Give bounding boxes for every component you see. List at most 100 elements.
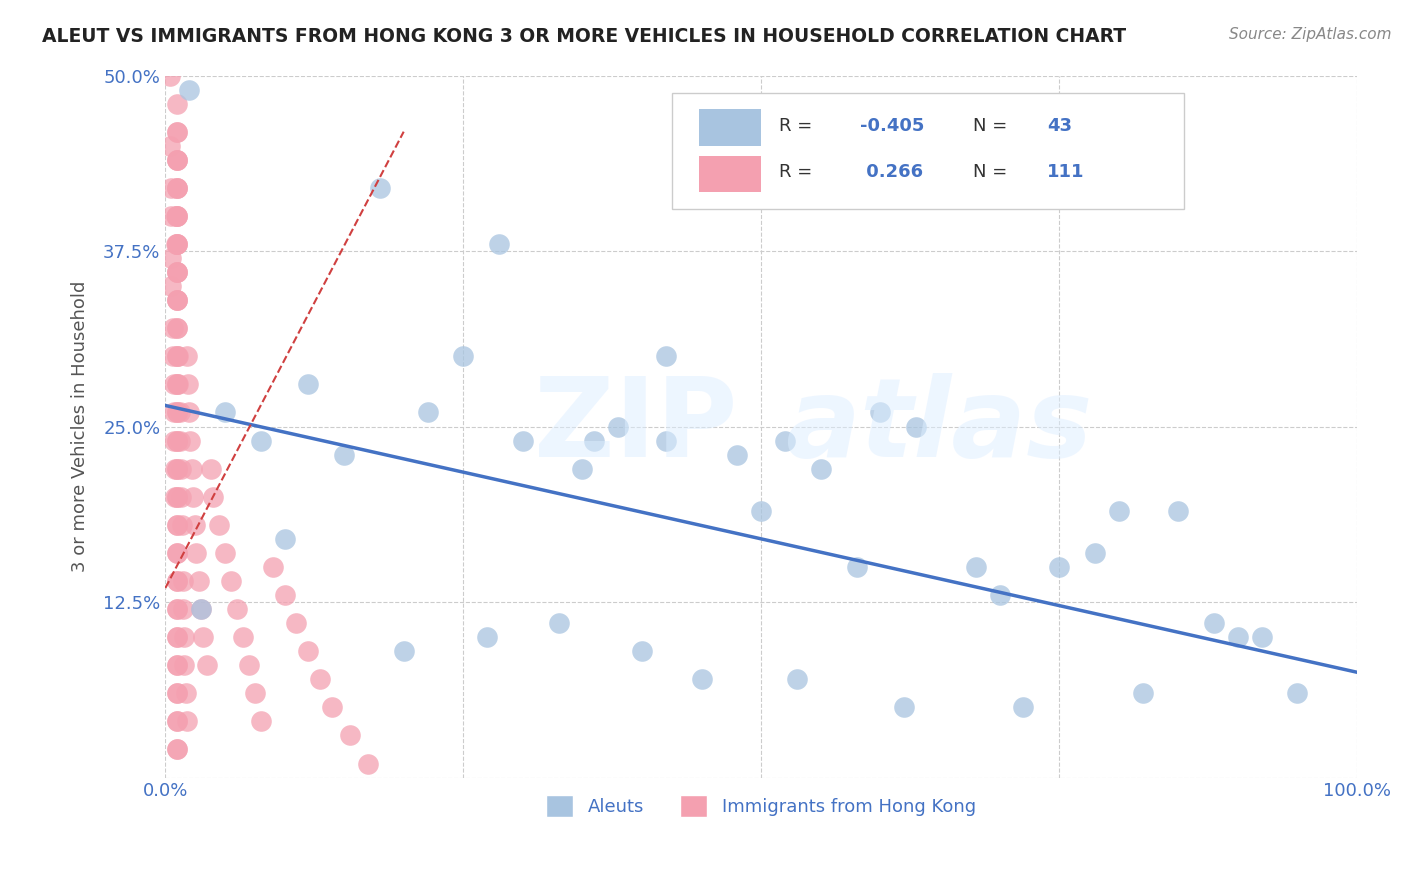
Point [179,82,201,96]
Point [166,153,188,167]
Point [208,517,231,532]
Point [193,630,215,644]
Point [166,125,188,139]
Point [273,532,295,546]
Point [166,293,188,308]
Point [166,714,188,729]
Point [166,237,188,252]
Point [869,405,891,419]
Point [243,686,266,700]
Point [1202,616,1225,631]
Text: N =: N = [973,163,1014,181]
Point [166,265,188,279]
Point [174,686,197,700]
Text: ALEUT VS IMMIGRANTS FROM HONG KONG 3 OR MORE VEHICLES IN HOUSEHOLD CORRELATION C: ALEUT VS IMMIGRANTS FROM HONG KONG 3 OR … [42,27,1126,45]
Point [166,209,188,223]
Point [655,349,678,363]
Point [285,616,308,631]
Point [160,209,183,223]
Point [166,517,188,532]
Text: 0.266: 0.266 [860,163,924,181]
Point [893,700,915,714]
Point [786,673,808,687]
Point [166,349,188,363]
Point [1286,686,1309,700]
Point [202,490,225,504]
Point [166,181,188,195]
Point [177,377,200,392]
Legend: Aleuts, Immigrants from Hong Kong: Aleuts, Immigrants from Hong Kong [538,789,983,825]
Point [333,448,356,462]
Point [166,602,188,616]
Text: ZIP: ZIP [534,373,737,480]
Point [163,377,186,392]
Point [179,434,201,448]
Point [166,153,188,167]
Point [166,630,188,644]
Point [166,209,188,223]
Point [905,419,928,434]
Point [166,405,188,419]
Point [166,209,188,223]
Point [1167,504,1189,518]
Point [392,644,415,658]
Point [368,181,391,195]
Point [1250,630,1272,644]
Point [475,630,498,644]
Point [166,265,188,279]
Point [166,181,188,195]
Point [451,349,474,363]
Point [173,658,195,673]
Point [166,686,188,700]
Point [169,405,191,419]
Y-axis label: 3 or more Vehicles in Household: 3 or more Vehicles in Household [72,281,89,573]
Point [166,181,188,195]
Text: 111: 111 [1047,163,1084,181]
Point [845,560,868,574]
Point [166,490,188,504]
Point [169,434,191,448]
Point [225,602,247,616]
Point [172,602,194,616]
Point [190,602,212,616]
Point [297,377,319,392]
Point [631,644,654,658]
Point [273,588,295,602]
Point [162,321,184,335]
Point [547,616,569,631]
Point [166,321,188,335]
Point [166,546,188,560]
Text: R =: R = [779,117,818,135]
Point [195,658,218,673]
Point [690,673,713,687]
Point [166,630,188,644]
Point [166,546,188,560]
Point [725,448,748,462]
Point [165,237,187,252]
Point [166,349,188,363]
Point [186,546,208,560]
Point [238,658,260,673]
Point [173,630,195,644]
Point [166,574,188,588]
Point [583,434,606,448]
Point [160,279,183,293]
Point [166,237,188,252]
Bar [699,109,761,145]
Point [167,349,190,363]
Bar [699,155,761,192]
Point [749,504,772,518]
Point [170,490,193,504]
Point [262,560,284,574]
Point [166,574,188,588]
FancyBboxPatch shape [672,93,1184,209]
Point [1047,560,1070,574]
Point [181,490,204,504]
Text: 43: 43 [1047,117,1073,135]
Point [810,461,832,475]
Point [166,658,188,673]
Text: N =: N = [973,117,1014,135]
Text: R =: R = [779,163,818,181]
Point [166,658,188,673]
Point [200,461,222,475]
